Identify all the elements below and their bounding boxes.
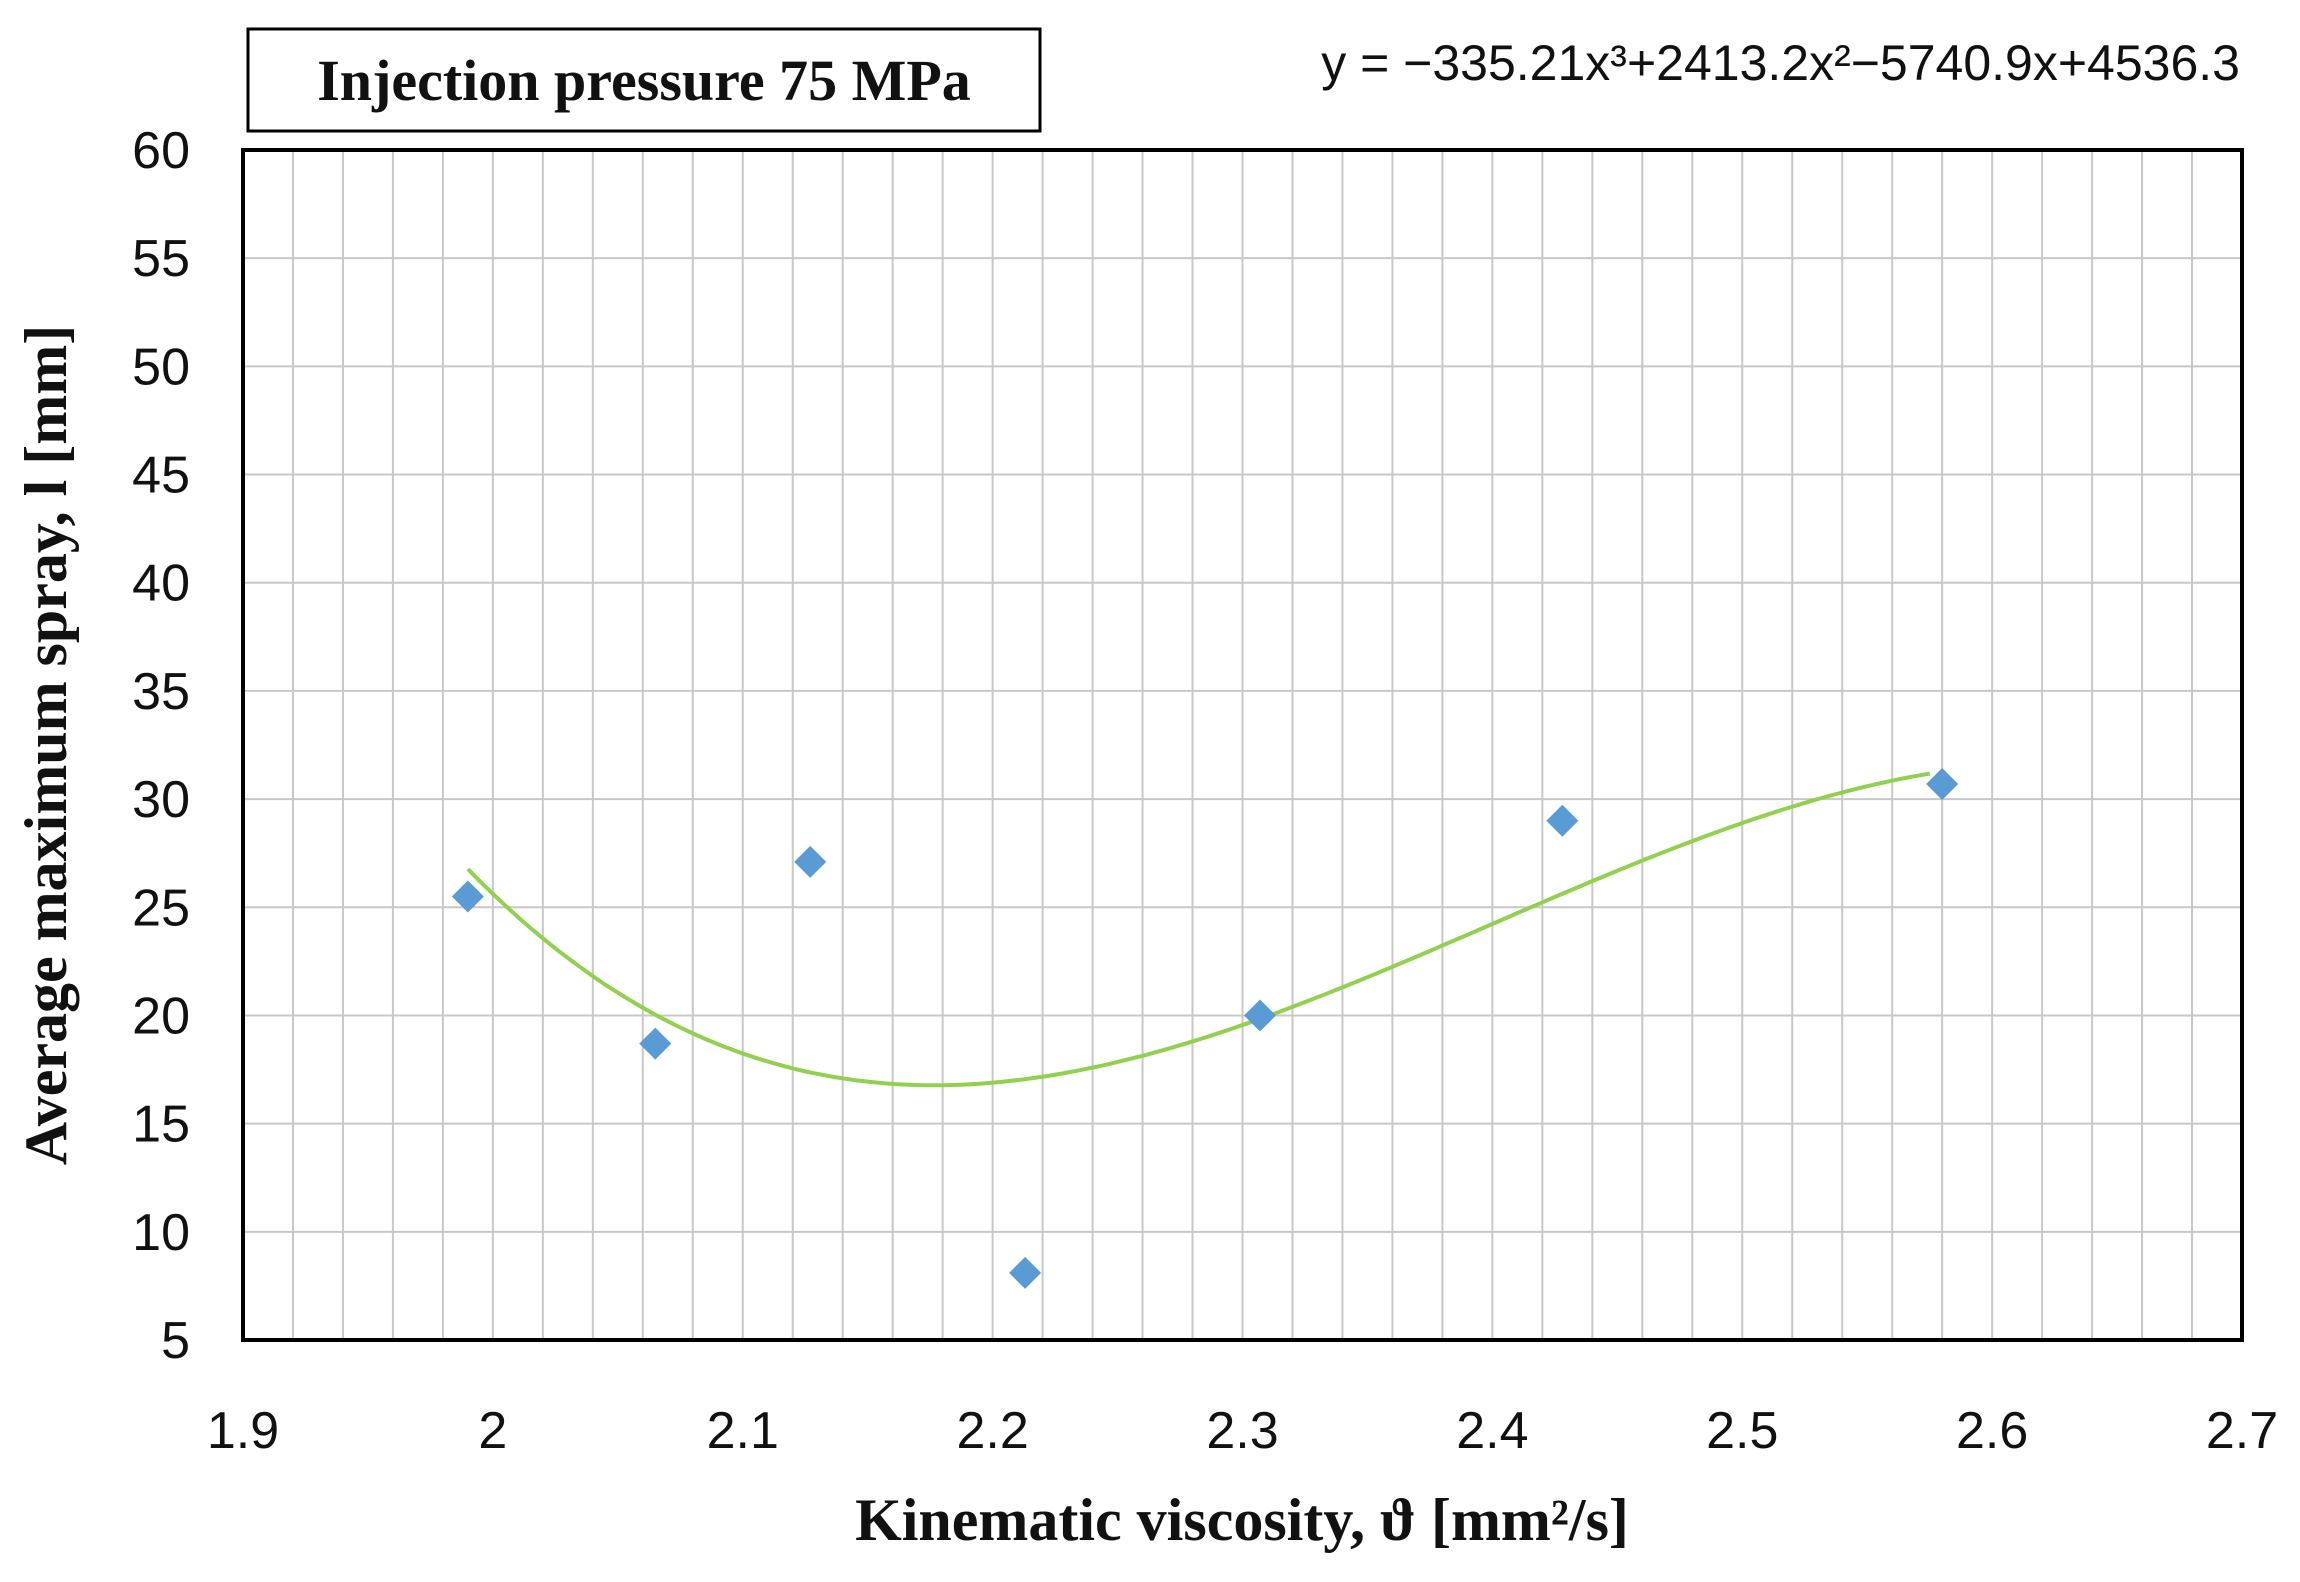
y-tick-label: 40 <box>132 555 190 613</box>
y-tick-label: 30 <box>132 771 190 829</box>
trendline-equation: y = −335.21x³+2413.2x²−5740.9x+4536.3 <box>1321 35 2240 91</box>
x-axis-title: Kinematic viscosity, ϑ [mm²/s] <box>855 1487 1629 1553</box>
data-point <box>1546 804 1579 837</box>
plot-area-border <box>241 148 2244 1342</box>
data-point <box>1243 999 1276 1032</box>
title-box: Injection pressure 75 MPa <box>246 27 1042 133</box>
y-tick-label: 10 <box>132 1204 190 1262</box>
data-point <box>1926 767 1959 800</box>
title-box-frame <box>246 27 1042 133</box>
x-tick-label: 2.3 <box>1206 1402 1278 1460</box>
y-tick-label: 20 <box>132 987 190 1045</box>
y-tick-label: 60 <box>132 122 190 180</box>
y-tick-label: 50 <box>132 338 190 396</box>
trendline-curve <box>466 771 1931 1088</box>
gridlines <box>243 150 2242 1340</box>
x-tick-label: 2.2 <box>956 1402 1028 1460</box>
chart-title: Injection pressure 75 MPa <box>317 48 971 113</box>
data-point <box>451 880 484 913</box>
x-tick-label: 2.6 <box>1956 1402 2028 1460</box>
x-tick-label: 2.4 <box>1456 1402 1528 1460</box>
x-tick-label: 2.1 <box>707 1402 779 1460</box>
y-tick-label: 15 <box>132 1096 190 1154</box>
data-point <box>794 845 827 878</box>
y-tick-label: 45 <box>132 447 190 505</box>
axis-tick-labels: 1.9 2 2.1 2.2 2.3 2.4 2.5 2.6 2.7 5 10 15 20 25 30 35 40… <box>132 122 2278 1460</box>
data-point <box>1009 1256 1042 1289</box>
y-tick-label: 55 <box>132 230 190 288</box>
y-tick-label: 25 <box>132 879 190 937</box>
x-tick-label: 2.5 <box>1706 1402 1778 1460</box>
x-tick-label: 1.9 <box>207 1402 279 1460</box>
data-point <box>639 1027 672 1060</box>
data-points <box>451 767 1959 1289</box>
y-tick-label: 5 <box>161 1312 190 1370</box>
y-axis-title: Average maximum spray, l [mm] <box>13 325 79 1165</box>
x-tick-label: 2.7 <box>2206 1402 2278 1460</box>
y-tick-label: 35 <box>132 663 190 721</box>
trendline-group <box>466 771 1931 1088</box>
x-tick-label: 2 <box>478 1402 507 1460</box>
